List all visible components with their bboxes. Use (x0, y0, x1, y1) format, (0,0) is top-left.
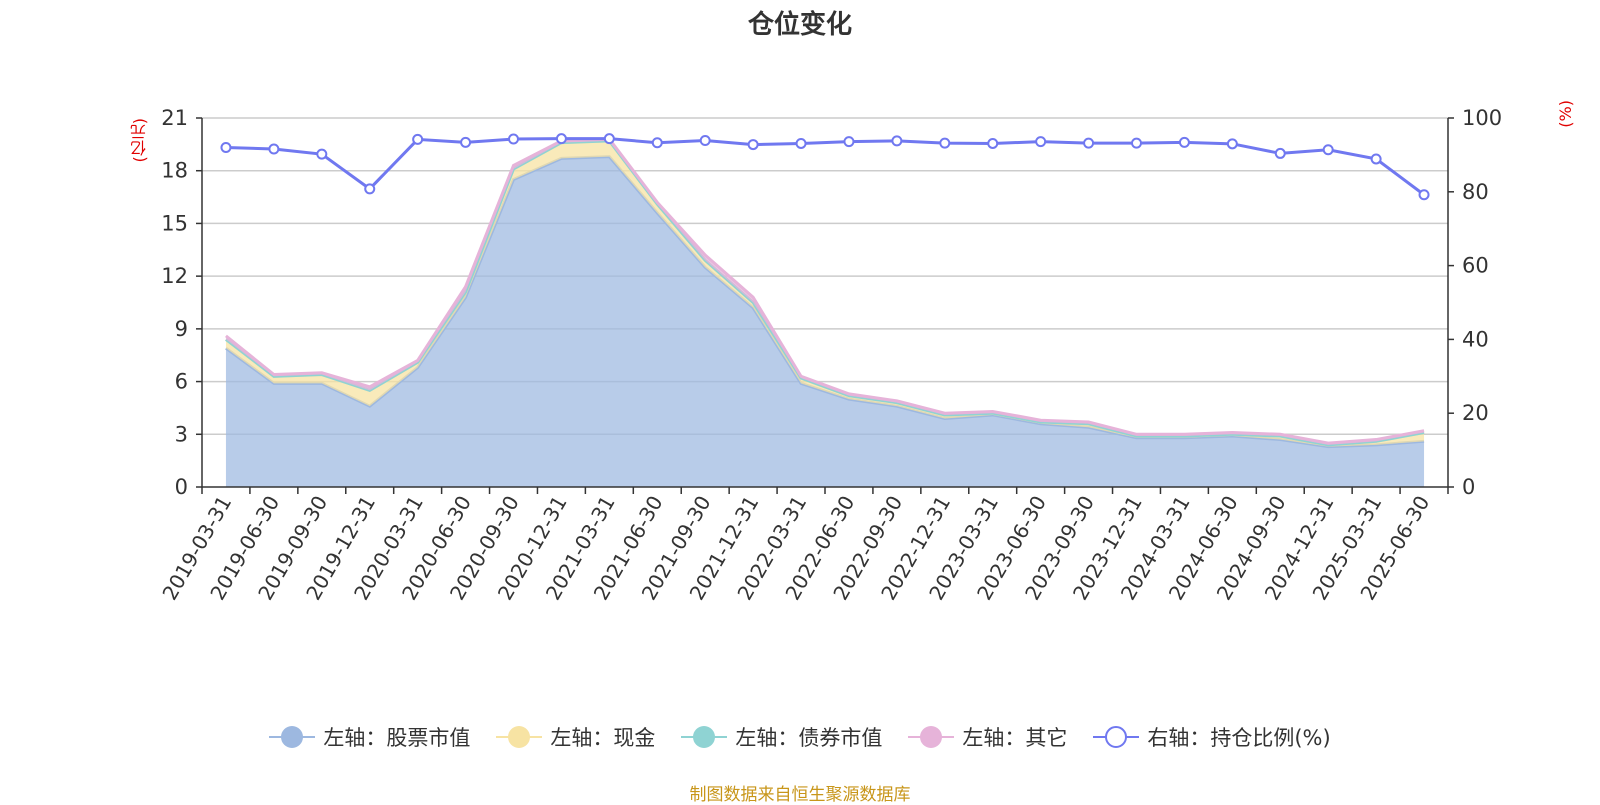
area-line-other (225, 137, 1425, 445)
position-ratio-point (1322, 144, 1334, 156)
left-y-tick-label: 3 (175, 422, 188, 446)
legend-label-position-ratio: 右轴：持仓比例(%) (1147, 726, 1331, 750)
legend-symbol-position-ratio (1093, 725, 1140, 749)
position-ratio-point (1035, 136, 1047, 148)
data-source-note: 制图数据来自恒生聚源数据库 (689, 785, 911, 805)
position-ratio-point (843, 136, 855, 148)
position-ratio-point (939, 137, 951, 149)
legend-item-bond-value[interactable]: 左轴：债券市值 (681, 722, 882, 752)
legend-symbol-cash (496, 725, 543, 749)
position-ratio-point (651, 137, 663, 149)
legend-label-bond-value: 左轴：债券市值 (735, 726, 883, 750)
position-ratio-point (1418, 189, 1430, 201)
right-y-tick-label: 20 (1462, 401, 1489, 425)
legend-label-cash: 左轴：现金 (550, 726, 656, 750)
right-y-tick-label: 80 (1462, 180, 1489, 204)
area-line-stock-value (225, 155, 1425, 449)
position-ratio-point (1131, 137, 1142, 149)
position-ratio-point (460, 136, 472, 148)
position-ratio-point (1083, 137, 1095, 149)
position-ratio-point (603, 133, 615, 145)
chart-title: 仓位变化 (747, 10, 852, 40)
ratio-line (220, 133, 1430, 201)
chart-legend: 左轴：股票市值 左轴：现金 左轴：债券市值 左轴：其它 右轴：持仓比例(%) (0, 722, 1600, 752)
legend-symbol-other (908, 725, 955, 749)
position-ratio-point (699, 135, 711, 147)
area-stock-value (225, 156, 1425, 487)
position-ratio-point (1178, 136, 1190, 148)
position-ratio-point (1226, 138, 1238, 150)
right-y-tick-label: 0 (1462, 475, 1475, 499)
left-y-tick-label: 6 (175, 370, 188, 394)
position-ratio-point (508, 133, 519, 145)
position-ratio-point (316, 148, 328, 160)
right-axis-unit: (%) (1556, 100, 1575, 128)
stacked-areas (225, 137, 1425, 487)
left-y-tick-label: 21 (161, 106, 188, 130)
position-ratio-point (1370, 153, 1382, 165)
position-ratio-point (555, 133, 567, 145)
position-ratio-point (747, 139, 759, 151)
position-ratio-point (795, 137, 807, 149)
left-y-tick-label: 9 (175, 317, 188, 341)
legend-symbol-bond-value (681, 725, 728, 749)
legend-label-stock-value: 左轴：股票市值 (323, 726, 471, 750)
legend-item-other[interactable]: 左轴：其它 (908, 722, 1067, 752)
left-y-tick-label: 15 (161, 211, 188, 235)
left-y-tick-label: 12 (161, 264, 188, 288)
position-ratio-line (225, 137, 1425, 196)
right-y-tick-label: 60 (1462, 254, 1489, 278)
legend-item-position-ratio[interactable]: 右轴：持仓比例(%) (1093, 722, 1331, 752)
position-ratio-point (891, 135, 903, 147)
position-ratio-point (364, 183, 376, 195)
position-ratio-point (1274, 147, 1286, 159)
legend-item-stock-value[interactable]: 左轴：股票市值 (269, 722, 470, 752)
position-ratio-point (987, 137, 999, 149)
position-ratio-point (412, 133, 424, 145)
left-y-tick-label: 18 (161, 159, 188, 183)
legend-symbol-stock-value (269, 725, 316, 749)
left-axis-unit: (亿元) (130, 118, 149, 163)
left-y-tick-label: 0 (175, 475, 188, 499)
position-ratio-point (268, 143, 280, 155)
right-y-tick-label: 40 (1462, 327, 1489, 351)
legend-label-other: 左轴：其它 (962, 726, 1068, 750)
position-ratio-point (220, 142, 232, 154)
legend-item-cash[interactable]: 左轴：现金 (496, 722, 655, 752)
right-y-tick-label: 100 (1462, 106, 1502, 130)
area-other (225, 139, 1425, 445)
